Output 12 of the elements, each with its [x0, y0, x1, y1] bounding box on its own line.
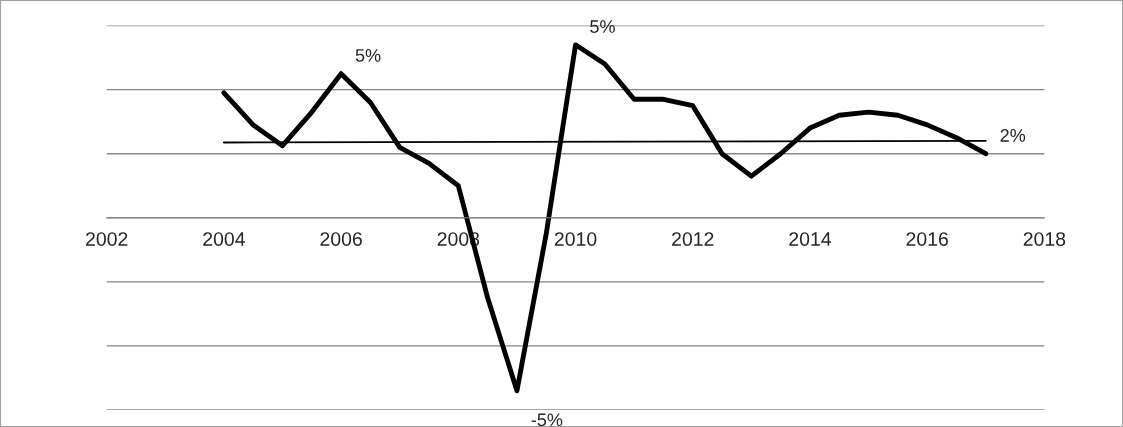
- x-tick-label: 2014: [789, 232, 832, 246]
- data-label: -5%: [531, 413, 563, 427]
- x-tick-label: 2016: [906, 232, 948, 246]
- x-tick-label: 2002: [86, 232, 128, 246]
- data-label: 5%: [355, 49, 381, 62]
- x-tick-label: 2006: [320, 232, 362, 246]
- x-tick-label: 2004: [203, 232, 245, 246]
- x-tick-label: 2018: [1023, 232, 1066, 246]
- x-tick-label: 2012: [672, 232, 714, 246]
- data-label: 5%: [590, 20, 615, 33]
- x-tick-label: 2010: [554, 232, 597, 246]
- data-label: 2%: [1000, 129, 1026, 142]
